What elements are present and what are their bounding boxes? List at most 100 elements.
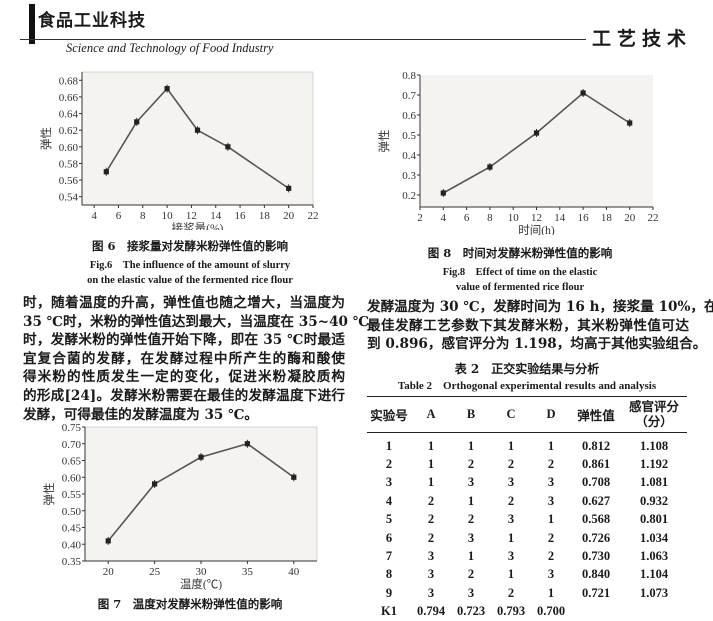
- data-point: [105, 538, 111, 544]
- x-tick-label: 8: [487, 212, 493, 224]
- table-cell: K1: [381, 604, 397, 619]
- plot-area: [81, 71, 314, 206]
- table-row: 5 2 2 3 1 0.568 0.801: [367, 511, 687, 529]
- table-cell: 0.861: [581, 457, 611, 472]
- table-cell: 0.730: [581, 549, 611, 564]
- table-cell: 3: [427, 567, 435, 582]
- text-line: 到 0.896，感官评分为 1.198，均高于其他实验组合。: [367, 336, 707, 353]
- data-point: [103, 169, 109, 175]
- table-row: 1 1 1 1 1 0.812 1.108: [367, 433, 687, 456]
- table-cell: 1: [507, 438, 515, 453]
- table-cell: 4: [385, 493, 393, 508]
- table-cell: 1: [507, 567, 515, 582]
- x-tick-label: 2: [417, 212, 423, 224]
- table-row: 6 2 3 1 2 0.726 1.034: [367, 529, 687, 547]
- table-cell: 0.627: [581, 493, 611, 508]
- x-tick-label: 35: [242, 566, 254, 578]
- x-axis-label: 温度(℃): [180, 577, 222, 590]
- x-tick-label: 20: [103, 566, 115, 578]
- table-cell: 3: [427, 585, 435, 600]
- data-point: [291, 474, 297, 480]
- data-point: [487, 164, 493, 170]
- y-tick-label: 0.4: [402, 150, 416, 162]
- text-line: 时，随着温度的升高，弹性值也随之增大，当温度为: [23, 295, 345, 311]
- data-point: [286, 185, 292, 191]
- y-tick-label: 0.56: [59, 175, 79, 187]
- table-cell: 1: [507, 530, 515, 545]
- x-axis-label: 时间(h): [518, 224, 555, 235]
- table-cell: 1.104: [639, 567, 669, 582]
- table-cell: 0.801: [639, 512, 669, 527]
- table-cell: 2: [507, 585, 515, 600]
- table-cell: 1: [427, 457, 435, 472]
- data-point: [152, 481, 158, 487]
- fig7-caption-cn: 图 7 温度对发酵米粉弹性值的影响: [97, 597, 283, 611]
- chart-fig6: 4 6 8 10 12 14 16 18 20 22 0.54 0.56 0.58 0.60 0.62 0.6…: [39, 71, 319, 230]
- table-header-row: 实验号 A B C D 弹性值 感官评分（分）: [367, 396, 687, 433]
- x-tick-label: 40: [288, 566, 300, 578]
- x-tick-label: 8: [140, 210, 146, 222]
- table-cell: 7: [385, 549, 393, 564]
- x-tick-label: 16: [235, 210, 247, 222]
- chart-fig7: 20 25 30 35 40 0.35 0.40 0.45 0.50 0.55 0.60 0.65 0.…: [42, 422, 318, 590]
- table-cell: 2: [427, 512, 435, 527]
- data-point: [244, 441, 250, 447]
- y-tick-label: 0.40: [62, 539, 82, 551]
- x-tick-label: 20: [624, 212, 636, 224]
- y-tick-label: 0.55: [62, 489, 82, 501]
- right-body-text: 发酵温度为 30 ℃，发酵时间为 16 h，接浆量 10%，在该 最佳发酵工艺参…: [367, 298, 713, 354]
- table-cell: 2: [467, 567, 475, 582]
- data-point: [440, 190, 446, 196]
- table-cell: 1.034: [639, 530, 669, 545]
- fig6-caption-cn: 图 6 接浆量对发酵米粉弹性值的影响: [91, 239, 288, 253]
- table-cell: 2: [547, 457, 555, 472]
- y-axis-label: 弹性: [377, 130, 391, 153]
- fig8-caption-en-1: Fig.8 Effect of time on the elastic: [442, 267, 598, 278]
- x-tick-label: 18: [601, 212, 613, 224]
- table-cell: 1.192: [639, 457, 669, 472]
- table-cell: 1: [547, 585, 555, 600]
- table-cell: 3: [427, 549, 435, 564]
- text-line: 35 ℃时，米粉的弹性值达到最大，当温度在 35~40 ℃: [23, 313, 370, 330]
- column-header: D: [546, 407, 556, 421]
- table-cell: 0.812: [581, 438, 611, 453]
- y-tick-label: 0.7: [402, 90, 416, 102]
- table-cell: 2: [427, 530, 435, 545]
- table-cell: 5: [385, 512, 393, 527]
- x-tick-label: 6: [464, 212, 470, 224]
- y-tick-label: 0.35: [62, 556, 82, 568]
- text-line: 宜复合菌的发酵，在发酵过程中所产生的酶和酸使: [23, 350, 345, 367]
- table-cell: 1.108: [639, 438, 669, 453]
- column-header: 弹性值: [577, 409, 615, 423]
- fig6-caption-en-2: on the elastic value of the fermented ri…: [87, 275, 293, 286]
- table-cell: 0.708: [581, 475, 611, 490]
- table-cell: 0.840: [581, 567, 611, 582]
- table-cell: 2: [507, 457, 515, 472]
- table-cell: [571, 603, 621, 621]
- table-row: 8 3 2 1 3 0.840 1.104: [367, 566, 687, 584]
- text-line: 发酵，可得最佳的发酵温度为 35 ℃。: [23, 406, 258, 423]
- y-tick-label: 0.2: [402, 190, 416, 202]
- table-cell: 1: [427, 475, 435, 490]
- text-line: 得米粉的性质发生一定的变化，促进米粉凝胶质构: [23, 369, 345, 386]
- table-cell: 2: [467, 457, 475, 472]
- x-tick-label: 10: [508, 212, 520, 224]
- table-cell: 1.081: [639, 475, 669, 490]
- text-line: 的形成[24]。发酵米粉需要在最佳的发酵温度下进行: [23, 387, 345, 404]
- table-cell: 0.932: [639, 493, 669, 508]
- y-tick-label: 0.50: [62, 506, 82, 518]
- table-row: 7 3 1 3 2 0.730 1.063: [367, 547, 687, 565]
- header-bar: [29, 4, 35, 44]
- y-tick-label: 0.54: [59, 192, 79, 204]
- header-rule: [20, 39, 586, 40]
- table-cell: 2: [507, 493, 515, 508]
- x-tick-label: 4: [441, 212, 447, 224]
- table-cell: 2: [547, 549, 555, 564]
- table-cell: 2: [467, 512, 475, 527]
- table-row: 9 3 3 2 1 0.721 1.073: [367, 584, 687, 602]
- table-cell: 3: [467, 530, 475, 545]
- table-cell: 3: [547, 475, 555, 490]
- x-axis-label: 接浆量(%): [172, 221, 224, 230]
- y-tick-label: 0.65: [62, 456, 82, 468]
- journal-name: Science and Technology of Food Industry: [66, 41, 274, 55]
